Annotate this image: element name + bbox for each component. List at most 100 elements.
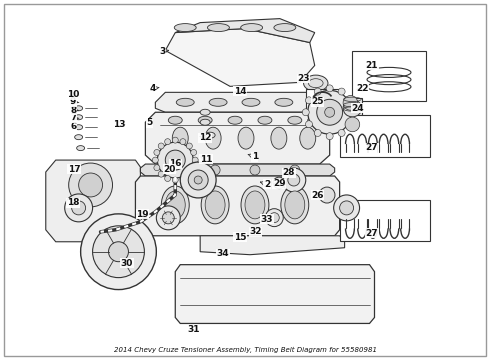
Circle shape [347, 121, 354, 128]
Polygon shape [146, 112, 330, 164]
Circle shape [326, 133, 333, 140]
Ellipse shape [176, 98, 194, 106]
Ellipse shape [165, 191, 185, 219]
Text: 16: 16 [170, 159, 182, 168]
Circle shape [186, 171, 193, 177]
Circle shape [308, 90, 352, 134]
Circle shape [210, 165, 220, 175]
Text: 22: 22 [356, 84, 368, 93]
Ellipse shape [205, 127, 221, 149]
Polygon shape [141, 164, 335, 176]
Ellipse shape [300, 127, 316, 149]
Circle shape [165, 175, 171, 181]
Ellipse shape [281, 186, 309, 224]
Ellipse shape [172, 127, 188, 149]
Circle shape [172, 137, 178, 143]
Ellipse shape [308, 116, 322, 124]
Ellipse shape [245, 191, 265, 219]
Circle shape [343, 95, 358, 110]
Circle shape [188, 170, 208, 190]
Ellipse shape [76, 146, 85, 150]
Circle shape [72, 201, 86, 215]
Circle shape [191, 165, 196, 171]
Text: 23: 23 [297, 74, 310, 83]
Text: 34: 34 [217, 249, 229, 258]
Ellipse shape [275, 98, 293, 106]
Ellipse shape [241, 186, 269, 224]
Circle shape [162, 212, 174, 224]
Circle shape [334, 195, 360, 221]
Circle shape [154, 149, 160, 156]
Ellipse shape [205, 132, 215, 138]
Text: 26: 26 [311, 190, 323, 199]
Polygon shape [46, 160, 141, 242]
Circle shape [270, 213, 279, 222]
Bar [352, 51, 426, 101]
Ellipse shape [274, 24, 296, 32]
Text: 5: 5 [147, 118, 153, 127]
Polygon shape [200, 236, 344, 255]
Circle shape [326, 85, 333, 92]
Ellipse shape [271, 127, 287, 149]
Ellipse shape [201, 186, 229, 224]
Text: 17: 17 [68, 165, 80, 174]
Circle shape [152, 157, 158, 163]
Circle shape [282, 168, 306, 192]
Circle shape [305, 97, 313, 104]
Text: 19: 19 [136, 210, 149, 219]
Ellipse shape [209, 98, 227, 106]
Bar [340, 200, 431, 241]
Ellipse shape [273, 177, 285, 189]
Circle shape [186, 143, 193, 149]
Polygon shape [165, 28, 315, 86]
Text: 20: 20 [163, 165, 175, 174]
Ellipse shape [174, 24, 196, 32]
Circle shape [154, 165, 160, 171]
Ellipse shape [343, 100, 362, 117]
Ellipse shape [74, 106, 83, 111]
Text: 12: 12 [199, 133, 211, 142]
Text: 4: 4 [149, 84, 155, 93]
Text: 14: 14 [234, 86, 246, 95]
Text: 27: 27 [366, 143, 378, 152]
Text: 21: 21 [366, 61, 378, 70]
Circle shape [345, 117, 360, 132]
Circle shape [172, 177, 178, 183]
Ellipse shape [200, 109, 210, 115]
Ellipse shape [238, 127, 254, 149]
Text: 30: 30 [121, 259, 133, 268]
Text: 24: 24 [351, 104, 364, 113]
Polygon shape [175, 265, 374, 323]
Ellipse shape [74, 125, 83, 130]
Text: 2014 Chevy Cruze Tensioner Assembly, Timing Belt Diagram for 55580981: 2014 Chevy Cruze Tensioner Assembly, Tim… [114, 347, 376, 353]
Circle shape [180, 139, 186, 145]
Circle shape [165, 139, 171, 145]
Ellipse shape [205, 191, 225, 219]
Circle shape [302, 109, 309, 116]
Circle shape [314, 130, 321, 136]
Circle shape [69, 163, 113, 207]
Text: 25: 25 [311, 97, 323, 106]
Text: 13: 13 [113, 120, 125, 129]
Circle shape [288, 174, 300, 186]
Text: 7: 7 [70, 113, 76, 122]
Circle shape [317, 99, 343, 125]
Circle shape [157, 142, 193, 178]
Ellipse shape [168, 116, 182, 124]
Circle shape [194, 176, 202, 184]
Circle shape [165, 150, 185, 170]
Text: 8: 8 [70, 105, 76, 114]
Text: 3: 3 [159, 47, 165, 56]
Circle shape [192, 157, 198, 163]
Circle shape [156, 206, 180, 230]
Circle shape [338, 88, 345, 95]
Circle shape [78, 173, 102, 197]
Text: 28: 28 [283, 168, 295, 177]
Circle shape [319, 187, 335, 203]
Ellipse shape [288, 116, 302, 124]
Circle shape [158, 171, 164, 177]
Text: 6: 6 [70, 122, 76, 131]
Text: 2: 2 [264, 180, 270, 189]
Text: 1: 1 [252, 152, 258, 161]
Bar [340, 116, 431, 157]
